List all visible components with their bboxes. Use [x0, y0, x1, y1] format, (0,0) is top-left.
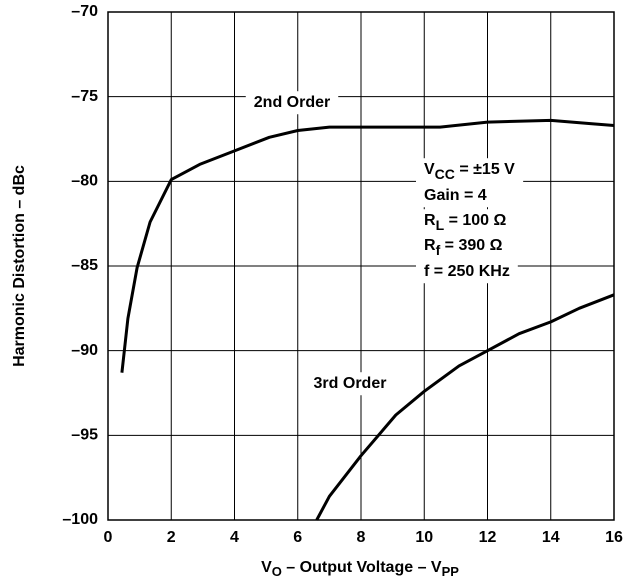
x-tick-label: 12	[479, 529, 497, 546]
label-backgrounds	[245, 91, 524, 396]
x-axis-label-part: V	[261, 559, 272, 576]
lines	[120, 118, 615, 521]
condition-sub: f	[436, 242, 441, 258]
x-tick-label: 0	[104, 529, 113, 546]
y-axis-label: Harmonic Distortion – dBc	[11, 165, 28, 367]
label-background	[416, 260, 518, 284]
condition-part: = ±15 V	[455, 161, 515, 178]
x-axis-label: VO – Output Voltage – VPP	[261, 559, 459, 579]
condition-line: VCC = ±15 V	[424, 161, 515, 181]
plot-frame	[107, 11, 615, 521]
label-background	[305, 372, 395, 396]
y-tick-label: –85	[71, 257, 98, 274]
x-tick-label: 8	[357, 529, 366, 546]
x-tick-label: 4	[230, 529, 239, 546]
label-background	[416, 234, 511, 261]
y-tick-label: –75	[71, 88, 98, 105]
condition-line: RL = 100 Ω	[424, 212, 507, 232]
condition-sub: CC	[435, 166, 455, 182]
condition-part: Gain = 4	[424, 187, 487, 204]
label-background	[416, 209, 515, 236]
condition-line: Gain = 4	[424, 187, 487, 204]
condition-line: Rf = 390 Ω	[424, 237, 503, 257]
condition-part: = 100 Ω	[444, 212, 506, 229]
condition-sub: L	[436, 217, 445, 233]
condition-part: V	[424, 161, 435, 178]
condition-line: f = 250 KHz	[424, 263, 510, 280]
series-label: 3rd Order	[314, 375, 387, 392]
x-tick-label: 6	[293, 529, 302, 546]
series-label: 2nd Order	[254, 94, 330, 111]
condition-part: f = 250 KHz	[424, 263, 510, 280]
series-line	[120, 118, 615, 373]
condition-part: = 390 Ω	[440, 237, 502, 254]
y-tick-label: –95	[71, 427, 98, 444]
x-tick-label: 14	[542, 529, 560, 546]
label-background	[416, 158, 524, 185]
y-tick-label: –90	[71, 342, 98, 359]
grid	[107, 11, 615, 521]
condition-part: R	[424, 237, 436, 254]
x-tick-label: 2	[167, 529, 176, 546]
label-background	[245, 91, 339, 115]
condition-part: R	[424, 212, 436, 229]
x-axis-label-part: – Output Voltage – V	[282, 559, 442, 576]
x-axis-label-part: O	[272, 564, 282, 579]
y-tick-label: –100	[62, 511, 98, 528]
series-line	[315, 293, 615, 521]
y-tick-label: –80	[71, 173, 98, 190]
label-background	[416, 184, 495, 208]
x-axis-label-part: PP	[442, 564, 460, 579]
x-tick-label: 16	[605, 529, 623, 546]
y-tick-label: –70	[71, 3, 98, 20]
x-tick-label: 10	[415, 529, 433, 546]
